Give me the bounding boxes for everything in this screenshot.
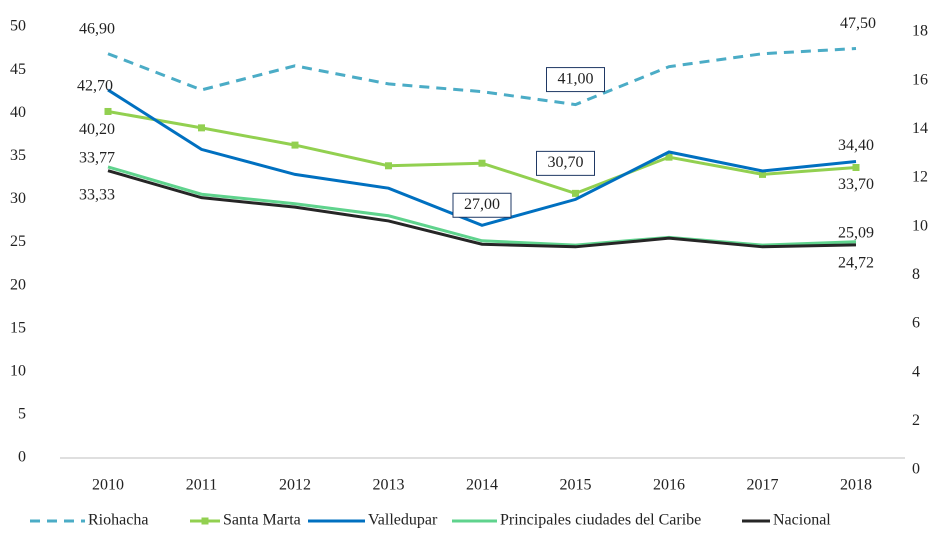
point-marker xyxy=(852,164,860,172)
y2-tick-label: 0 xyxy=(912,461,920,478)
point-marker xyxy=(385,162,392,170)
y-tick-label: 50 xyxy=(10,18,26,35)
y-tick-label: 5 xyxy=(18,406,26,423)
legend-label: Valledupar xyxy=(368,512,438,529)
data-label: 47,50 xyxy=(840,15,876,32)
data-label: 25,09 xyxy=(838,224,874,241)
x-tick-label: 2011 xyxy=(186,477,217,494)
y2-tick-label: 2 xyxy=(912,412,920,429)
y2-tick-label: 16 xyxy=(912,71,928,88)
legend-label: Nacional xyxy=(773,512,831,529)
y2-tick-label: 8 xyxy=(912,266,920,283)
point-marker xyxy=(478,159,486,167)
y-tick-label: 10 xyxy=(10,362,26,379)
point-marker xyxy=(104,107,112,115)
y2-tick-label: 18 xyxy=(912,23,928,40)
x-tick-label: 2014 xyxy=(466,477,498,494)
data-label: 41,00 xyxy=(558,70,594,87)
y2-tick-label: 10 xyxy=(912,217,928,234)
x-tick-label: 2017 xyxy=(747,477,779,494)
y-tick-label: 30 xyxy=(10,190,26,207)
point-marker xyxy=(291,141,299,149)
y2-tick-label: 14 xyxy=(912,120,928,137)
data-label: 30,70 xyxy=(548,154,584,171)
data-label: 33,77 xyxy=(79,150,115,167)
point-marker xyxy=(198,124,205,132)
x-tick-label: 2018 xyxy=(840,477,872,494)
y-tick-label: 15 xyxy=(10,319,26,336)
y-tick-label: 35 xyxy=(10,147,26,164)
data-label: 42,70 xyxy=(77,78,113,95)
label-box xyxy=(546,67,605,93)
data-label: 24,72 xyxy=(838,255,874,272)
x-tick-label: 2010 xyxy=(92,477,124,494)
y2-tick-label: 4 xyxy=(912,363,920,380)
y-tick-label: 45 xyxy=(10,61,26,78)
legend-label: Santa Marta xyxy=(223,512,301,529)
y2-tick-label: 12 xyxy=(912,169,928,186)
legend-label: Riohacha xyxy=(88,512,148,529)
series-line xyxy=(107,88,857,227)
data-label: 33,70 xyxy=(838,176,874,193)
series-line xyxy=(107,169,857,249)
y2-tick-label: 6 xyxy=(912,315,920,332)
point-marker xyxy=(665,153,673,161)
point-marker xyxy=(759,170,766,178)
data-label: 46,90 xyxy=(79,20,115,37)
series-line xyxy=(107,47,857,107)
x-tick-label: 2012 xyxy=(279,477,311,494)
y-tick-label: 20 xyxy=(10,276,26,293)
x-tick-label: 2016 xyxy=(653,477,685,494)
series-line xyxy=(107,109,857,195)
data-label: 40,20 xyxy=(79,121,115,138)
point-marker xyxy=(572,189,579,197)
y-tick-label: 25 xyxy=(10,233,26,250)
data-label: 34,40 xyxy=(838,137,874,154)
y-tick-label: 0 xyxy=(18,449,26,466)
y-tick-label: 40 xyxy=(10,104,26,121)
data-label: 27,00 xyxy=(464,196,500,213)
legend-label: Principales ciudades del Caribe xyxy=(500,512,701,529)
label-box xyxy=(536,150,595,176)
x-tick-label: 2015 xyxy=(560,477,592,494)
data-label: 33,33 xyxy=(79,186,115,203)
label-box xyxy=(452,192,512,218)
legend-marker xyxy=(201,517,209,525)
x-tick-label: 2013 xyxy=(373,477,405,494)
